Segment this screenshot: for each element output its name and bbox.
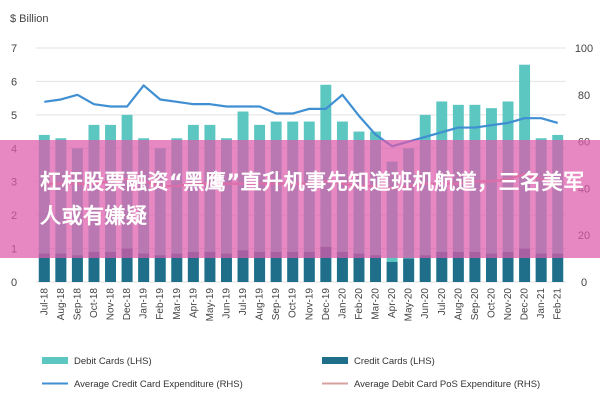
- bar-credit-cards: [221, 253, 232, 282]
- y-left-tick-label: 5: [11, 110, 17, 122]
- bar-credit-cards: [254, 251, 266, 282]
- bar-credit-cards: [452, 251, 464, 282]
- bar-credit-cards: [88, 251, 100, 282]
- y-right-tick-label: 80: [578, 90, 590, 102]
- x-tick-label: Jul-20: [437, 288, 448, 316]
- x-tick-label: Feb-19: [155, 288, 166, 320]
- x-tick-label: Jul-19: [238, 288, 249, 316]
- y-left-tick-label: 7: [11, 43, 17, 55]
- bar-credit-cards: [386, 261, 398, 282]
- legend-swatch: [42, 357, 68, 364]
- x-tick-label: Mar-20: [371, 288, 382, 320]
- y-left-tick-label: 0: [11, 277, 17, 289]
- bar-credit-cards: [303, 251, 315, 282]
- bar-credit-cards: [469, 251, 481, 282]
- x-tick-label: Mar-19: [172, 288, 183, 320]
- headline-text: 杠杆股票融资“黑鹰”直升机事先知道班机航道，三名美军人或有嫌疑: [40, 170, 585, 228]
- bar-credit-cards: [71, 255, 83, 282]
- x-tick-label: Dec-18: [122, 288, 133, 321]
- bar-credit-cards: [187, 251, 199, 282]
- y-left-tick-label: 6: [11, 76, 17, 88]
- x-tick-label: Oct-19: [288, 288, 299, 318]
- bar-credit-cards: [403, 258, 415, 282]
- bar-credit-cards: [154, 255, 166, 282]
- bar-credit-cards: [370, 255, 381, 282]
- legend-label: Average Debit Card PoS Expenditure (RHS): [354, 379, 540, 390]
- y-right-tick-label: 0: [581, 277, 587, 289]
- bar-credit-cards: [502, 251, 514, 282]
- x-tick-label: Aug-18: [56, 288, 67, 321]
- x-tick-label: Aug-20: [453, 288, 464, 321]
- x-tick-label: Jan-20: [337, 288, 348, 319]
- legend-label: Average Credit Card Expenditure (RHS): [74, 379, 243, 390]
- x-tick-label: Sep-20: [470, 288, 481, 321]
- bar-credit-cards: [320, 246, 332, 282]
- x-tick-label: Apr-20: [387, 288, 398, 318]
- bar-credit-cards: [353, 253, 365, 282]
- x-tick-label: Nov-18: [106, 288, 117, 321]
- bar-credit-cards: [138, 253, 150, 282]
- x-tick-label: Dec-20: [520, 288, 531, 321]
- x-tick-label: Nov-20: [503, 288, 514, 321]
- bar-credit-cards: [270, 251, 282, 282]
- x-tick-label: Oct-18: [89, 288, 100, 318]
- x-tick-label: May-19: [205, 288, 216, 322]
- x-tick-label: Jun-19: [221, 288, 232, 319]
- bar-credit-cards: [486, 253, 497, 282]
- bar-credit-cards: [287, 251, 299, 282]
- x-tick-label: Sep-19: [271, 288, 282, 321]
- bar-credit-cards: [171, 253, 183, 282]
- x-tick-label: Oct-20: [486, 288, 497, 318]
- bar-credit-cards: [535, 253, 547, 282]
- x-tick-label: May-20: [404, 288, 415, 322]
- unit-label: $ Billion: [10, 13, 49, 25]
- bar-credit-cards: [552, 253, 564, 282]
- x-tick-label: Jan-21: [536, 288, 547, 319]
- x-tick-label: Apr-19: [188, 288, 199, 318]
- x-tick-label: Jul-18: [39, 288, 50, 316]
- bar-credit-cards: [121, 248, 133, 282]
- headline-banner: 杠杆股票融资“黑鹰”直升机事先知道班机航道，三名美军人或有嫌疑: [0, 140, 600, 258]
- bar-credit-cards: [519, 248, 531, 282]
- bar-credit-cards: [436, 251, 448, 282]
- x-tick-label: Aug-19: [255, 288, 266, 321]
- x-tick-label: Jun-20: [420, 288, 431, 319]
- x-tick-label: Sep-18: [72, 288, 83, 321]
- bar-credit-cards: [38, 253, 50, 282]
- y-right-tick-label: 100: [575, 43, 593, 55]
- bar-credit-cards: [55, 253, 67, 282]
- bar-credit-cards: [237, 250, 249, 282]
- x-tick-label: Nov-19: [304, 288, 315, 321]
- legend-label: Debit Cards (LHS): [74, 356, 152, 367]
- bar-credit-cards: [204, 251, 216, 282]
- legend-label: Credit Cards (LHS): [354, 356, 435, 367]
- bar-credit-cards: [105, 251, 116, 282]
- line-avg-credit-card-expenditure: [44, 84, 559, 148]
- bar-credit-cards: [336, 251, 348, 282]
- legend-swatch: [322, 357, 348, 364]
- bar-credit-cards: [419, 255, 431, 282]
- x-tick-label: Feb-21: [553, 288, 564, 320]
- x-tick-label: Jan-19: [139, 288, 150, 319]
- x-tick-label: Feb-20: [354, 288, 365, 320]
- x-tick-label: Dec-19: [321, 288, 332, 321]
